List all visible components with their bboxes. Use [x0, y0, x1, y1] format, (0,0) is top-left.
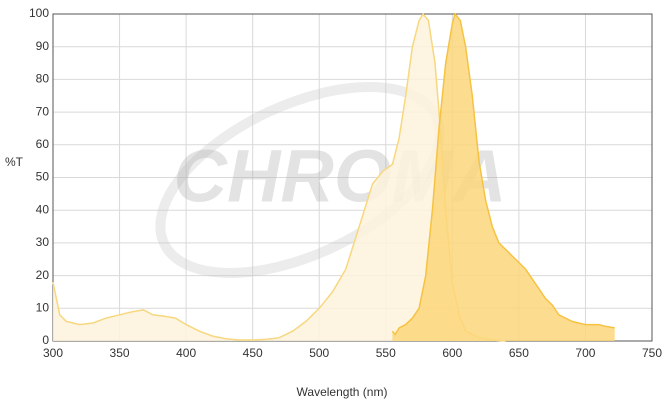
y-tick-label: 100: [29, 6, 49, 20]
x-tick-label: 400: [176, 346, 196, 360]
y-tick-label: 0: [42, 333, 49, 347]
y-axis-label: %T: [5, 155, 24, 169]
x-tick-label: 650: [509, 346, 529, 360]
series-line: [391, 12, 615, 336]
series-line: [52, 12, 506, 342]
area-fill: [392, 14, 615, 341]
x-tick-label: 500: [309, 346, 329, 360]
y-tick-label: 30: [36, 235, 50, 249]
x-tick-label: 750: [642, 346, 662, 360]
x-tick-label: 550: [376, 346, 396, 360]
x-axis-label: Wavelength (nm): [297, 385, 388, 399]
area-fill: [53, 14, 506, 341]
y-tick-label: 60: [36, 137, 50, 151]
y-tick-label: 40: [36, 202, 50, 216]
x-tick-label: 350: [110, 346, 130, 360]
x-tick-label: 450: [243, 346, 263, 360]
y-tick-label: 10: [36, 300, 50, 314]
x-tick-label: 600: [442, 346, 462, 360]
y-tick-label: 80: [36, 72, 50, 86]
y-tick-label: 90: [36, 39, 50, 53]
y-tick-label: 70: [36, 104, 50, 118]
y-tick-label: 50: [36, 170, 50, 184]
y-tick-label: 20: [36, 268, 50, 282]
x-tick-label: 700: [575, 346, 595, 360]
x-tick-label: 300: [43, 346, 63, 360]
